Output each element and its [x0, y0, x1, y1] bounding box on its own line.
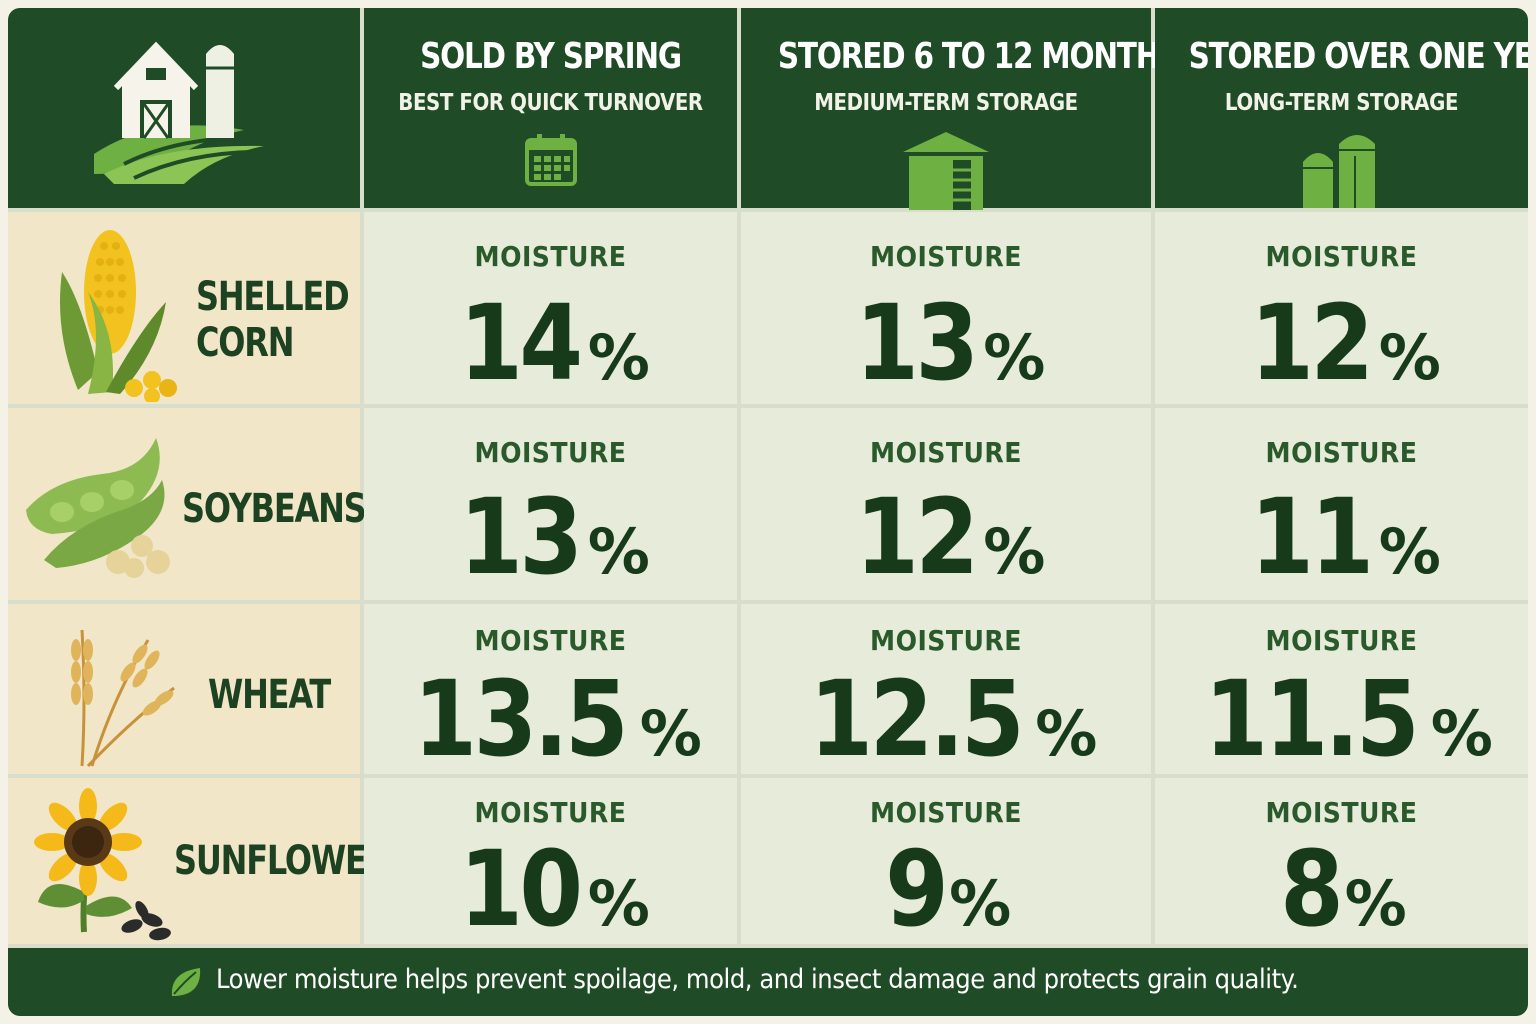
- value-cell: MOISTURE 10%: [364, 778, 737, 950]
- moisture-table: SOLD BY SPRING BEST FOR QUICK TURNOVER S…: [8, 8, 1528, 1016]
- column-subtitle: LONG-TERM STORAGE: [1224, 90, 1459, 116]
- moisture-label: MOISTURE: [1265, 436, 1418, 469]
- column-subtitle: MEDIUM-TERM STORAGE: [814, 90, 1078, 116]
- value-cell: MOISTURE 13%: [364, 408, 737, 600]
- footer-banner: Lower moisture helps prevent spoilage, m…: [8, 948, 1528, 1016]
- moisture-value: 12%: [854, 476, 1046, 598]
- wheat-icon: [71, 629, 175, 768]
- moisture-label: MOISTURE: [474, 240, 627, 273]
- moisture-label: MOISTURE: [474, 624, 627, 657]
- value-cell: MOISTURE 8%: [1155, 778, 1528, 950]
- moisture-value: 13%: [854, 282, 1046, 404]
- moisture-label: MOISTURE: [1265, 240, 1418, 273]
- value-cell: MOISTURE 12%: [1155, 212, 1528, 404]
- moisture-value: 13.5%: [413, 658, 702, 780]
- moisture-label: MOISTURE: [1265, 624, 1418, 657]
- moisture-value: 9%: [884, 828, 1012, 950]
- column-title: SOLD BY SPRING: [420, 36, 682, 77]
- moisture-label: MOISTURE: [1265, 796, 1418, 829]
- logo-cell: [8, 8, 360, 208]
- moisture-value: 11.5%: [1204, 658, 1493, 780]
- column-subtitle: BEST FOR QUICK TURNOVER: [398, 90, 703, 116]
- moisture-value: 14%: [459, 282, 650, 404]
- value-cell: MOISTURE 9%: [741, 778, 1151, 950]
- moisture-label: MOISTURE: [870, 436, 1022, 469]
- moisture-label: MOISTURE: [870, 240, 1022, 273]
- column-title: STORED 6 TO 12 MONTHS: [777, 36, 1181, 77]
- moisture-label: MOISTURE: [870, 796, 1022, 829]
- value-cell: MOISTURE 14%: [364, 212, 737, 404]
- footer-text: Lower moisture helps prevent spoilage, m…: [216, 964, 1299, 995]
- silos-icon: [1302, 135, 1375, 208]
- moisture-label: MOISTURE: [474, 796, 627, 829]
- crop-name: SOYBEANS: [182, 486, 367, 532]
- column-header-sold-by-spring: SOLD BY SPRING BEST FOR QUICK TURNOVER: [364, 8, 737, 208]
- moisture-value: 12%: [1250, 282, 1441, 404]
- crop-cell-sunflower: SUNFLOWER: [8, 778, 390, 944]
- value-cell: MOISTURE 12%: [741, 408, 1151, 600]
- grain-bin-icon: [903, 132, 989, 210]
- column-header-stored-6-12-months: STORED 6 TO 12 MONTHS MEDIUM-TERM STORAG…: [741, 8, 1181, 210]
- sunflower-icon: [34, 788, 171, 941]
- crop-cell-wheat: WHEAT: [8, 604, 360, 774]
- soybean-icon: [26, 438, 170, 578]
- column-header-stored-over-one-year: STORED OVER ONE YEAR LONG-TERM STORAGE: [1155, 8, 1528, 208]
- farm-barn-icon: [94, 41, 273, 184]
- column-title: STORED OVER ONE YEAR: [1188, 36, 1528, 77]
- value-cell: MOISTURE 13.5%: [364, 604, 737, 780]
- crop-name: SHELLED CORN: [196, 274, 350, 366]
- value-cell: MOISTURE 13%: [741, 212, 1151, 404]
- moisture-label: MOISTURE: [474, 436, 627, 469]
- moisture-label: MOISTURE: [870, 624, 1022, 657]
- crop-cell-shelled-corn: SHELLED CORN: [8, 212, 360, 404]
- crop-name: WHEAT: [208, 672, 331, 718]
- moisture-value: 10%: [459, 828, 650, 950]
- moisture-value: 12.5%: [809, 658, 1098, 780]
- crop-name: SUNFLOWER: [174, 838, 390, 884]
- value-cell: MOISTURE 12.5%: [741, 604, 1151, 780]
- corn-icon: [60, 230, 177, 402]
- value-cell: MOISTURE 11.5%: [1155, 604, 1528, 780]
- value-cell: MOISTURE 11%: [1155, 408, 1528, 600]
- crop-cell-soybeans: SOYBEANS: [8, 408, 367, 600]
- leaf-icon: [171, 968, 201, 996]
- moisture-value: 11%: [1250, 476, 1441, 598]
- moisture-value: 13%: [459, 476, 650, 598]
- calendar-icon: [524, 134, 577, 186]
- moisture-value: 8%: [1280, 828, 1407, 950]
